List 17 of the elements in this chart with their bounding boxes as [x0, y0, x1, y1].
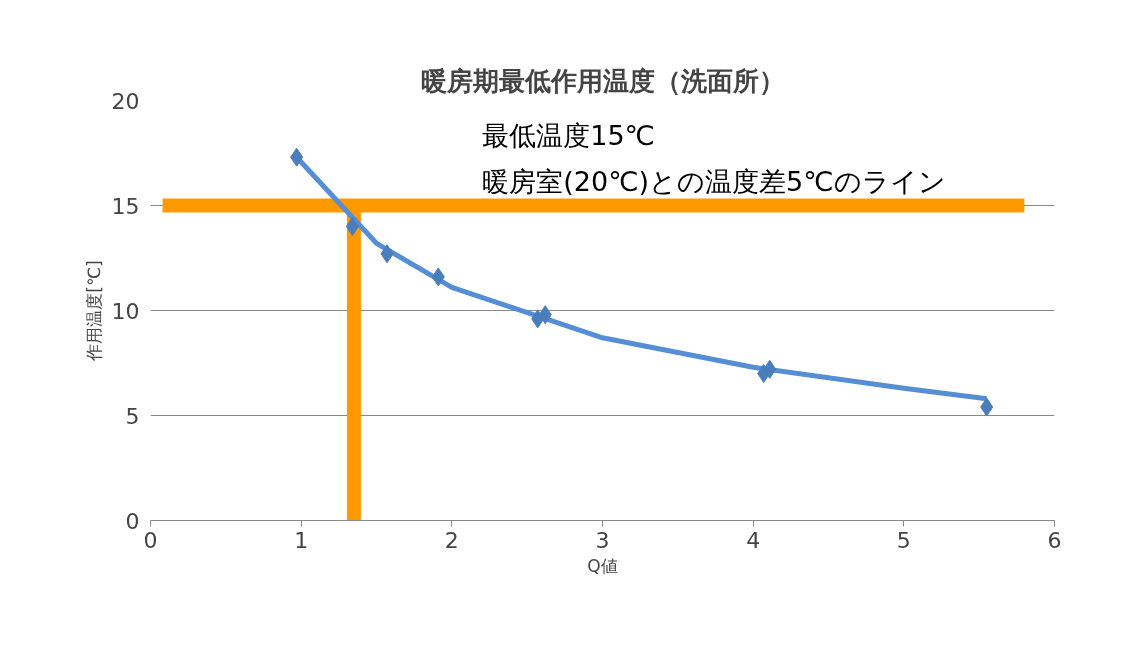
x-tick-label: 4: [746, 527, 761, 553]
x-axis-title: Q値: [587, 555, 618, 576]
y-tick-label: 10: [111, 298, 140, 324]
x-tick-label: 5: [896, 527, 911, 553]
x-tick-label: 2: [444, 527, 459, 553]
annotation: 暖房室(20℃)との温度差5℃のライン: [482, 166, 946, 198]
x-tick-label: 6: [1047, 527, 1062, 553]
y-tick-label: 0: [125, 508, 140, 534]
x-tick-label: 1: [294, 527, 309, 553]
y-tick-label: 15: [111, 193, 140, 219]
chart-title: 暖房期最低作用温度（洗面所）: [420, 65, 785, 96]
x-tick-label: 0: [143, 527, 158, 553]
x-tick-label: 3: [595, 527, 610, 553]
annotation: 最低温度15℃: [482, 119, 655, 151]
y-tick-label: 20: [111, 88, 140, 114]
y-tick-label: 5: [125, 403, 140, 429]
y-axis-title: 作用温度[℃]: [83, 260, 104, 362]
